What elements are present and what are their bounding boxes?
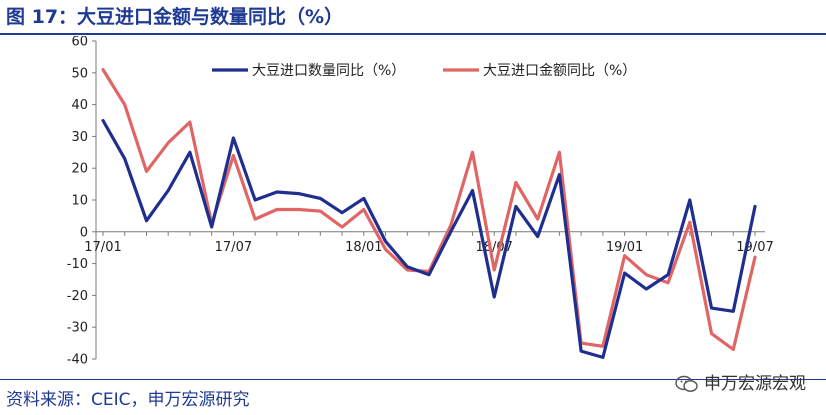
legend-label: 大豆进口数量同比（%） [252, 63, 405, 79]
title-divider [0, 33, 826, 35]
y-tick-label: 30 [71, 130, 88, 145]
watermark: 申万宏源宏观 [674, 369, 806, 394]
y-tick-label: -20 [67, 289, 88, 304]
wechat-icon [674, 375, 698, 392]
x-tick-label: 19/01 [606, 240, 643, 255]
source-note: 资料来源：CEIC，申万宏源研究 [6, 390, 250, 410]
y-tick-label: 20 [71, 162, 88, 177]
y-tick-label: -10 [67, 257, 88, 272]
x-tick-label: 17/07 [215, 240, 252, 255]
series-line [101, 67, 757, 352]
x-tick-label: 18/01 [345, 240, 382, 255]
chart-area: 60 50 40 30 20 10 0 -10 -20 -30 -40 17/01 17/07 18/01… [67, 36, 774, 368]
lines-layer [101, 67, 757, 359]
axes-layer: 60 50 40 30 20 10 0 -10 -20 -30 -40 17/01 17/07 18/01… [67, 36, 774, 368]
x-tick-label: 19/07 [736, 240, 773, 255]
y-tick-label: -30 [67, 321, 88, 336]
y-tick-label: 50 [71, 66, 88, 81]
y-tick-label: 60 [71, 36, 88, 50]
y-tick-label: 10 [71, 194, 88, 209]
y-tick-label: 0 [80, 225, 88, 240]
x-tick-label: 17/01 [84, 240, 121, 255]
series-line [101, 118, 757, 359]
footer-divider [0, 379, 826, 380]
legend-label: 大豆进口金额同比（%） [483, 63, 636, 79]
chart-title: 图 17：大豆进口金额与数量同比（%） [6, 6, 344, 28]
y-tick-label: 40 [71, 98, 88, 113]
legend-layer: 大豆进口数量同比（%） 大豆进口金额同比（%） [212, 63, 636, 79]
y-tick-label: -40 [67, 353, 88, 368]
watermark-text: 申万宏源宏观 [704, 374, 806, 394]
